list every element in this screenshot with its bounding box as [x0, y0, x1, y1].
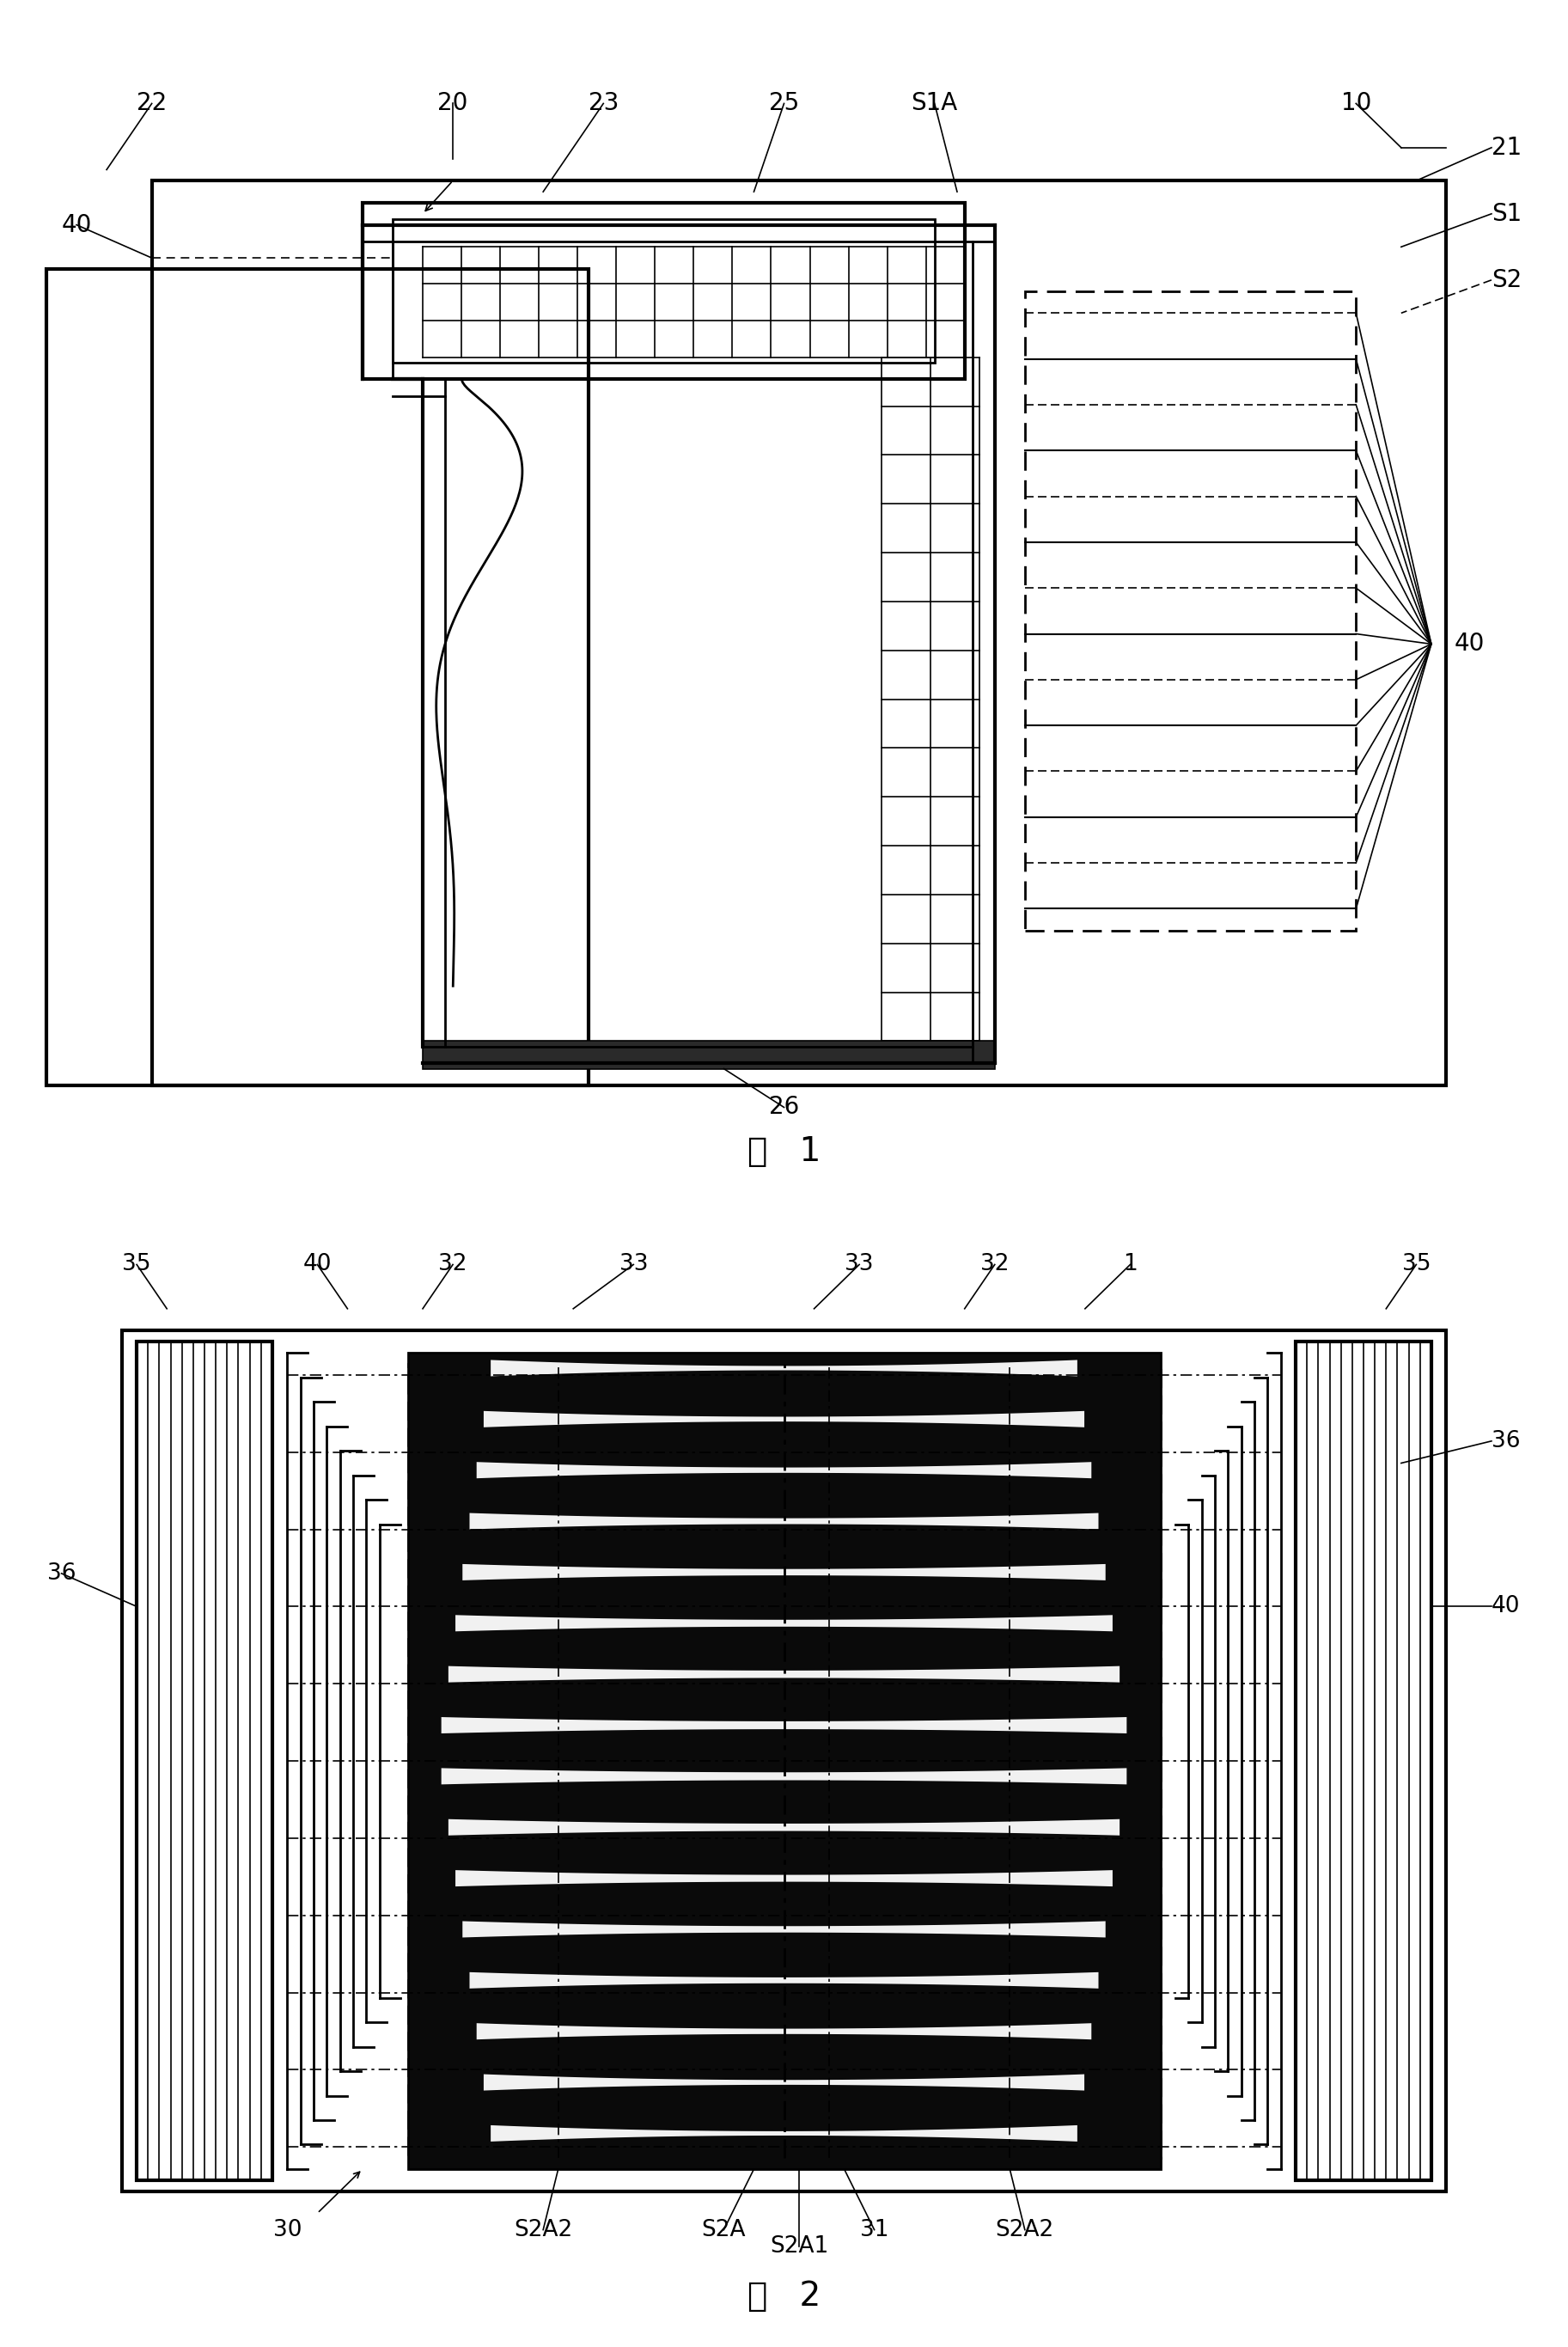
Text: 31: 31	[859, 2218, 889, 2241]
Text: 35: 35	[122, 1253, 151, 1277]
Text: S2A1: S2A1	[770, 2234, 828, 2258]
Polygon shape	[455, 1871, 1113, 1887]
Bar	[362, 202, 964, 380]
Polygon shape	[469, 1971, 1099, 1988]
Text: 33: 33	[845, 1253, 873, 1277]
Bar	[408, 1364, 1160, 2159]
Text: 33: 33	[619, 1253, 648, 1277]
Text: S2A2: S2A2	[514, 2218, 572, 2241]
Bar	[136, 1342, 273, 2180]
Polygon shape	[463, 1922, 1105, 1939]
Text: 40: 40	[61, 214, 91, 237]
Polygon shape	[483, 2075, 1085, 2091]
Text: 40: 40	[1454, 631, 1485, 657]
Bar	[392, 218, 935, 364]
Bar	[1025, 291, 1356, 932]
Text: S2A: S2A	[701, 2218, 746, 2241]
Text: 32: 32	[439, 1253, 467, 1277]
Polygon shape	[455, 1615, 1113, 1631]
Polygon shape	[483, 1411, 1085, 1427]
Text: 25: 25	[768, 92, 800, 115]
Text: 40: 40	[1491, 1596, 1521, 1617]
Bar	[152, 181, 1446, 1084]
Text: 22: 22	[136, 92, 166, 115]
Polygon shape	[448, 1819, 1120, 1835]
Polygon shape	[491, 1359, 1077, 1375]
Text: S1A: S1A	[911, 92, 958, 115]
Text: 10: 10	[1341, 92, 1370, 115]
Polygon shape	[477, 1462, 1091, 1479]
Text: S2A2: S2A2	[996, 2218, 1054, 2241]
Text: 20: 20	[437, 92, 467, 115]
Bar	[1295, 1342, 1432, 2180]
Polygon shape	[441, 1767, 1127, 1784]
Polygon shape	[469, 1514, 1099, 1530]
Text: 40: 40	[303, 1253, 332, 1277]
Text: 35: 35	[1402, 1253, 1430, 1277]
Text: 23: 23	[588, 92, 618, 115]
Text: 32: 32	[980, 1253, 1010, 1277]
Text: 36: 36	[47, 1563, 75, 1584]
Text: S1: S1	[1491, 202, 1523, 225]
Text: S2: S2	[1491, 268, 1523, 291]
Text: 图   2: 图 2	[748, 2279, 820, 2312]
Bar	[423, 1042, 994, 1068]
Polygon shape	[463, 1563, 1105, 1580]
Text: 30: 30	[273, 2218, 301, 2241]
Text: 26: 26	[768, 1096, 800, 1120]
Text: 21: 21	[1491, 136, 1523, 160]
Bar	[408, 1352, 1160, 2169]
Text: 1: 1	[1123, 1253, 1137, 1277]
Text: 36: 36	[1491, 1429, 1521, 1453]
Polygon shape	[477, 2023, 1091, 2040]
Polygon shape	[491, 2126, 1077, 2140]
Polygon shape	[441, 1718, 1127, 1734]
Bar	[47, 270, 588, 1084]
Text: 图   1: 图 1	[748, 1136, 820, 1169]
Bar	[122, 1331, 1446, 2192]
Polygon shape	[448, 1666, 1120, 1683]
